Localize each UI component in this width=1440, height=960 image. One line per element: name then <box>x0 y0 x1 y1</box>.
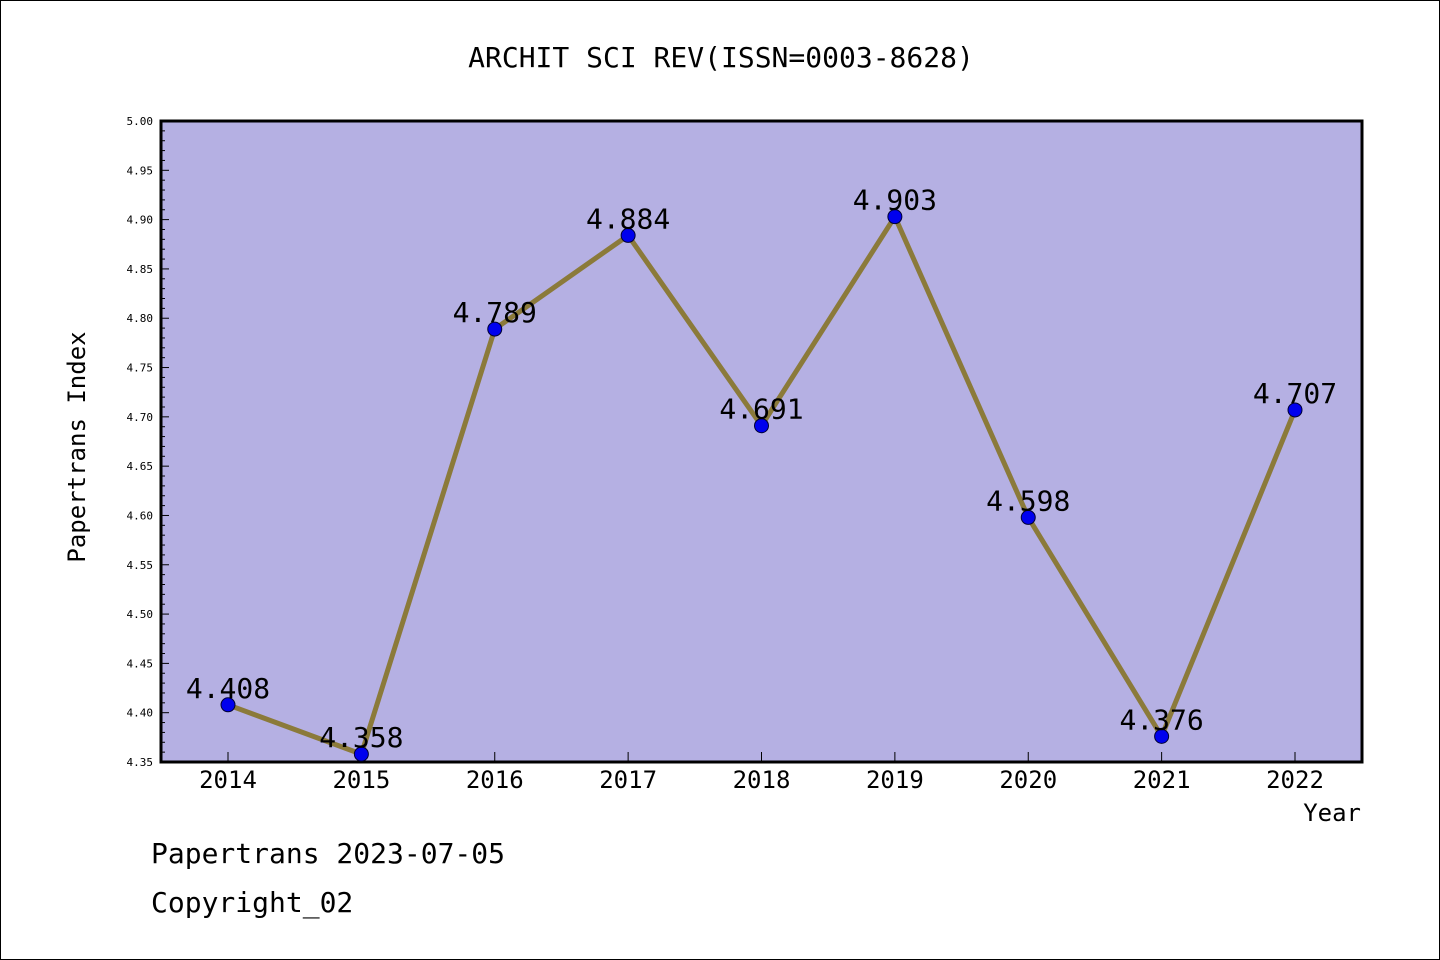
data-point <box>487 321 503 337</box>
data-label: 4.707 <box>1253 377 1337 410</box>
data-label: 4.691 <box>719 393 803 426</box>
data-point <box>220 697 236 713</box>
x-tick-label: 2018 <box>733 766 791 794</box>
data-label: 4.903 <box>853 184 937 217</box>
data-label: 4.884 <box>586 202 670 235</box>
chart-title: ARCHIT SCI REV(ISSN=0003-8628) <box>468 41 974 74</box>
data-point <box>353 746 369 762</box>
y-axis: 4.35 4.40 4.45 4.50 4.55 4.60 4.65 4.70 4.75 4.80… <box>127 115 169 769</box>
y-tick-label: 4.80 <box>127 312 154 325</box>
y-tick-label: 4.50 <box>127 608 154 621</box>
y-tick-label: 4.65 <box>127 460 154 473</box>
data-label: 4.408 <box>186 672 270 705</box>
data-point <box>1287 402 1303 418</box>
x-tick-label: 2017 <box>599 766 657 794</box>
x-tick-label: 2014 <box>199 766 257 794</box>
data-point <box>620 227 636 243</box>
y-tick-label: 4.55 <box>127 559 154 572</box>
data-point <box>887 209 903 225</box>
x-tick-label: 2019 <box>866 766 924 794</box>
y-tick-label: 4.70 <box>127 411 154 424</box>
x-tick-label: 2020 <box>999 766 1057 794</box>
source-date-text: Papertrans 2023-07-05 <box>151 837 506 870</box>
x-axis-label: Year <box>1303 799 1361 827</box>
y-tick-label: 4.75 <box>127 362 154 375</box>
y-tick-label: 4.85 <box>127 263 154 276</box>
y-tick-label: 4.35 <box>127 756 154 769</box>
data-point <box>754 418 769 434</box>
x-tick-label: 2015 <box>332 766 390 794</box>
y-tick-label: 4.90 <box>127 214 154 227</box>
data-label: 4.598 <box>986 484 1070 517</box>
x-tick-label: 2022 <box>1266 766 1324 794</box>
x-axis: 2014 2015 2016 2017 2018 2019 2020 2021 2022 <box>199 752 1324 794</box>
data-label: 4.376 <box>1119 703 1203 736</box>
y-axis-label: Papertrans Index <box>63 331 91 562</box>
y-tick-label: 4.95 <box>127 164 154 177</box>
data-label: 4.789 <box>453 296 537 329</box>
plot-area <box>159 119 1364 764</box>
data-label: 4.358 <box>319 721 403 754</box>
y-tick-label: 4.60 <box>127 509 154 522</box>
y-tick-label: 4.45 <box>127 657 154 670</box>
data-point <box>1020 509 1036 525</box>
copyright-text: Copyright_02 <box>151 886 354 919</box>
data-series: 4.408 4.358 4.789 4.884 4.691 4.903 4.598 4.376… <box>186 184 1337 762</box>
x-tick-label: 2021 <box>1133 766 1191 794</box>
y-tick-label: 4.40 <box>127 707 154 720</box>
y-tick-label: 5.00 <box>127 115 154 128</box>
data-point <box>1154 728 1170 744</box>
x-tick-label: 2016 <box>466 766 524 794</box>
